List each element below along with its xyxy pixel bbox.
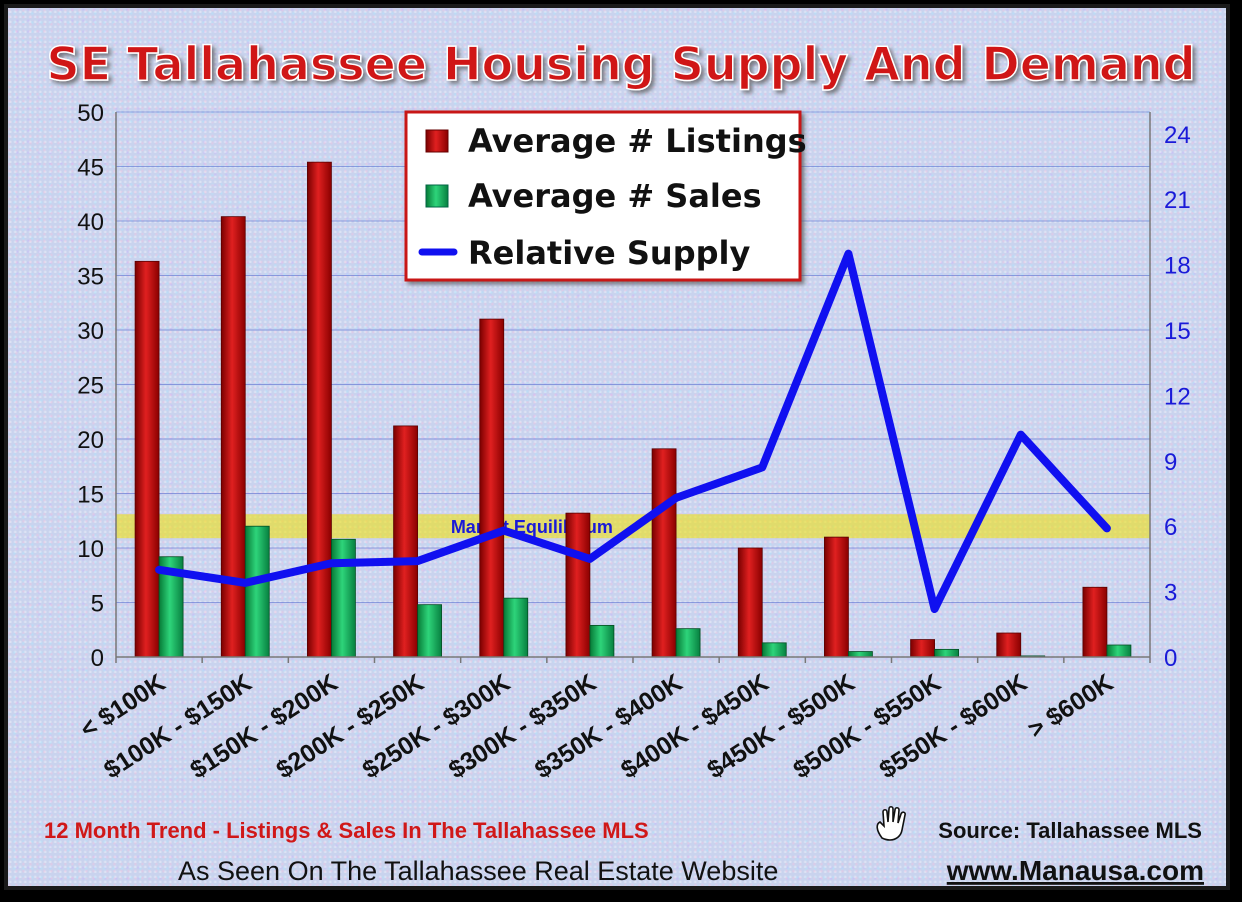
bar-sales <box>848 651 873 658</box>
bar-sales <box>244 525 270 658</box>
bar-listings <box>996 632 1022 658</box>
legend-box <box>404 110 802 282</box>
x-tick-label: $400K - $450K <box>616 669 773 785</box>
bar-listings <box>910 639 935 658</box>
trend-caption: 12 Month Trend - Listings & Sales In The… <box>44 818 649 843</box>
x-tick-label: $300K - $350K <box>444 669 601 785</box>
legend-label-supply: Relative Supply <box>468 234 750 272</box>
x-tick-label: > $600K <box>1023 669 1118 744</box>
x-tick-label: $500K - $550K <box>788 669 945 785</box>
y-right-tick-label: 3 <box>1164 580 1177 607</box>
relative-supply-point <box>414 557 422 565</box>
bar-listings <box>393 425 418 658</box>
legend-label-sales: Average # Sales <box>468 177 762 215</box>
x-tick-label: $150K - $200K <box>185 669 342 785</box>
x-tick-label: $550K - $600K <box>875 669 1032 785</box>
y-left-tick-label: 25 <box>77 373 104 400</box>
y-right-tick-label: 15 <box>1164 318 1191 345</box>
relative-supply-point <box>1103 524 1111 532</box>
bar-listings <box>220 216 246 658</box>
relative-supply-point <box>155 566 163 574</box>
y-left-tick-label: 0 <box>91 645 104 672</box>
x-tick-label: $250K - $300K <box>358 669 515 785</box>
bar-sales <box>331 538 356 658</box>
chart-title: SE Tallahassee Housing Supply And Demand <box>46 37 1195 91</box>
y-right-tick-label: 6 <box>1164 514 1177 541</box>
x-tick-label: $350K - $400K <box>530 669 687 785</box>
y-left-tick-label: 10 <box>77 536 104 563</box>
y-left-tick-label: 40 <box>77 209 104 236</box>
bar-listings <box>307 161 332 658</box>
y-left-tick-label: 50 <box>77 100 104 127</box>
bar-sales <box>1106 644 1132 658</box>
chart-svg: SE Tallahassee Housing Supply And Demand… <box>44 36 1204 886</box>
bar-sales <box>934 648 959 658</box>
relative-supply-point <box>500 527 508 535</box>
relative-supply-point <box>327 559 335 567</box>
bar-listings <box>479 318 505 658</box>
y-left-tick-label: 30 <box>77 318 104 345</box>
bar-sales <box>761 642 787 658</box>
x-tick-label: $200K - $250K <box>271 669 428 785</box>
y-right-tick-label: 24 <box>1164 122 1191 149</box>
y-left-tick-label: 45 <box>77 155 104 182</box>
legend-swatch-sales <box>425 184 449 208</box>
y-left-tick-label: 15 <box>77 482 104 509</box>
y-left-tick-label: 35 <box>77 264 104 291</box>
y-left-tick-label: 5 <box>91 591 104 618</box>
bar-listings <box>565 512 591 658</box>
relative-supply-point <box>241 579 249 587</box>
relative-supply-point <box>844 250 852 258</box>
bar-sales <box>417 604 442 658</box>
source-caption: Source: Tallahassee MLS <box>938 818 1202 843</box>
y-right-tick-label: 9 <box>1164 449 1177 476</box>
relative-supply-point <box>586 555 594 563</box>
legend-swatch-listings <box>425 129 449 153</box>
bar-listings <box>824 536 849 658</box>
bar-listings <box>134 260 160 658</box>
relative-supply-point <box>758 463 766 471</box>
relative-supply-point <box>931 605 939 613</box>
y-left-tick-label: 20 <box>77 427 104 454</box>
y-right-tick-label: 0 <box>1164 645 1177 672</box>
bar-listings <box>737 547 763 658</box>
relative-supply-line <box>155 249 1111 614</box>
bar-listings <box>1082 586 1108 658</box>
website-link[interactable]: www.Manausa.com <box>946 855 1204 886</box>
legend: Average # Listings Average # Sales Relat… <box>404 110 807 282</box>
y-right-tick-label: 12 <box>1164 383 1191 410</box>
relative-supply-line-group <box>155 249 1111 614</box>
y-right-tick-label: 21 <box>1164 187 1191 214</box>
relative-supply-point <box>672 494 680 502</box>
x-tick-label: $450K - $500K <box>702 669 859 785</box>
x-tick-label: $100K - $150K <box>99 669 256 785</box>
relative-supply-point <box>1017 431 1025 439</box>
bar-sales <box>503 597 529 658</box>
y-right-tick-label: 18 <box>1164 253 1191 280</box>
chart-frame: SE Tallahassee Housing Supply And Demand… <box>4 4 1230 890</box>
bar-sales <box>589 624 615 658</box>
seen-on-caption: As Seen On The Tallahassee Real Estate W… <box>178 856 778 886</box>
bar-listings <box>651 448 677 658</box>
hand-icon <box>876 805 906 841</box>
legend-label-listings: Average # Listings <box>468 122 807 160</box>
bar-sales <box>675 628 701 658</box>
